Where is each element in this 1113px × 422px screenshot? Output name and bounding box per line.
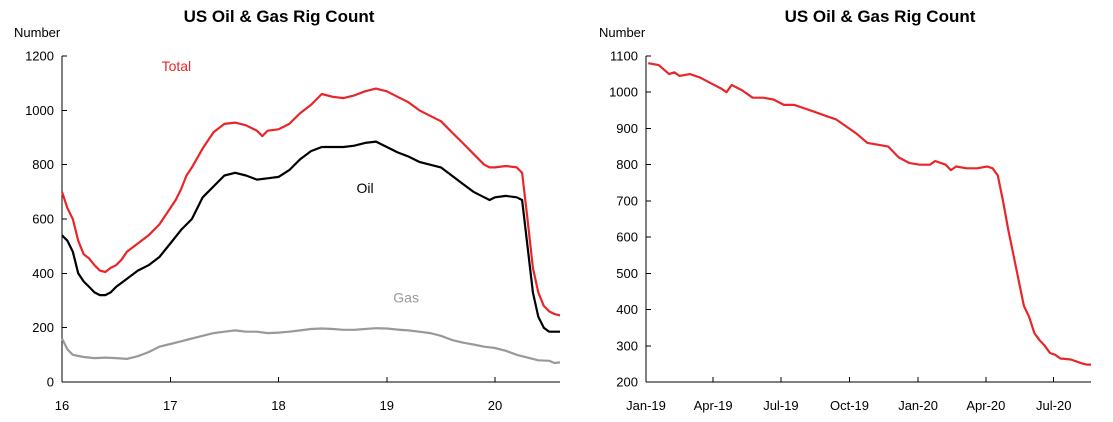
right-x-tick-label: Oct-19: [830, 398, 869, 413]
left-x-tick-label: 20: [488, 398, 502, 413]
right-chart: US Oil & Gas Rig Count Number 200 300 400 5…: [599, 7, 1091, 413]
right-y-tick-label: 300: [616, 338, 638, 353]
right-y-unit-label: Number: [599, 25, 646, 40]
right-y-tick-label: 1000: [609, 85, 638, 100]
right-x-tick-label: Jan-20: [898, 398, 938, 413]
left-series-line-gas: [61, 327, 561, 365]
left-x-tick-label: 18: [271, 398, 285, 413]
right-x-tick-label: Apr-20: [966, 398, 1005, 413]
left-y-tick-label: 800: [32, 157, 54, 172]
right-x-tick-label: Jul-19: [763, 398, 798, 413]
left-series-line-oil: [61, 140, 560, 333]
left-series-label-gas: Gas: [393, 290, 419, 306]
right-y-tick-label: 1100: [610, 49, 638, 64]
left-x-tick-label: 16: [55, 398, 69, 413]
left-x-tick-label: 19: [380, 398, 394, 413]
left-series-label-total: Total: [162, 58, 192, 74]
left-y-tick-label: 1000: [25, 103, 54, 118]
left-x-tick-label: 17: [163, 398, 177, 413]
left-y-tick-label: 1200: [25, 49, 54, 64]
right-x-tick-label: Jan-19: [626, 398, 666, 413]
left-y-tick-label: 0: [47, 375, 54, 390]
left-chart-title: US Oil & Gas Rig Count: [184, 7, 375, 26]
left-series-line-total: [60, 87, 561, 317]
left-y-tick-label: 200: [32, 320, 54, 335]
right-y-tick-label: 800: [616, 157, 638, 172]
left-y-tick-label: 400: [32, 266, 54, 281]
right-y-tick-label: 500: [616, 266, 638, 281]
right-y-tick-label: 600: [616, 230, 638, 245]
right-y-tick-label: 200: [616, 375, 638, 390]
right-x-tick-label: Apr-19: [694, 398, 733, 413]
left-y-unit-label: Number: [14, 25, 61, 40]
right-series-line-rig-count: [648, 62, 1091, 366]
right-y-tick-label: 900: [616, 121, 638, 136]
right-x-tick-label: Jul-20: [1036, 398, 1071, 413]
right-y-tick-label: 700: [616, 193, 638, 208]
right-chart-title: US Oil & Gas Rig Count: [785, 7, 976, 26]
right-y-tick-label: 400: [616, 302, 638, 317]
left-y-tick-label: 600: [32, 212, 54, 227]
left-chart: US Oil & Gas Rig Count Number 0 200 400 600…: [14, 7, 561, 413]
left-series-label-oil: Oil: [356, 180, 373, 196]
